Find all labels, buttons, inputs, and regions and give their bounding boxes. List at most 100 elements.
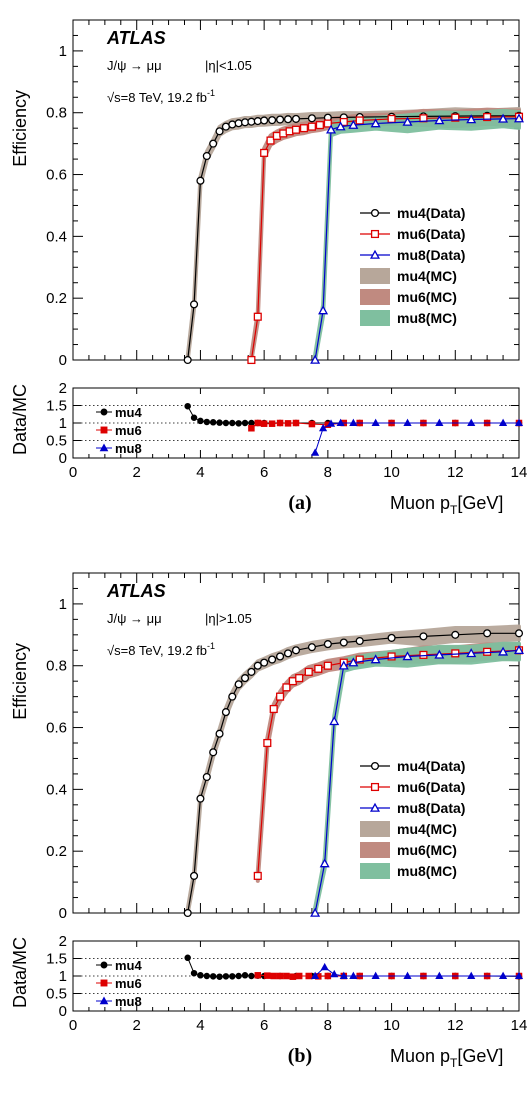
eta-cut-label: |η|>1.05 xyxy=(205,611,252,626)
ratio-point xyxy=(248,972,255,980)
series-mu4-data xyxy=(183,629,524,918)
ratio-point xyxy=(336,418,345,427)
experiment-label: ATLAS xyxy=(106,581,166,601)
x-axis-title-sub: T xyxy=(450,503,458,517)
ratio-point xyxy=(197,972,204,979)
ratio-legend-marker xyxy=(100,426,108,434)
energy-text: √s=8 TeV, 19.2 fb xyxy=(107,643,207,658)
data-point xyxy=(253,871,262,880)
data-point xyxy=(234,119,243,128)
efficiency-panel-b: 00.20.40.60.810 2 4 6 8 10 12 14EfficiencyData/… xyxy=(10,572,527,1070)
data-point xyxy=(183,908,192,918)
mc-band-mu8-mc xyxy=(313,641,521,915)
data-point xyxy=(370,654,381,664)
ratio-point xyxy=(209,419,217,426)
energy-superscript: -1 xyxy=(207,88,215,98)
x-tick-label: 8 xyxy=(324,1017,332,1034)
ratio-point xyxy=(467,971,476,980)
data-point xyxy=(310,907,321,917)
efficiency-panel-a: 00.20.40.60.810 2 4 6 8 10 12 14EfficiencyData/… xyxy=(10,19,527,517)
x-tick-label: 6 xyxy=(260,464,268,481)
ratio-y-tick-label: 0 xyxy=(59,1003,67,1020)
data-point xyxy=(498,646,509,656)
panel-label: (b) xyxy=(288,1045,312,1067)
y-tick-label: 0 xyxy=(59,905,67,922)
panel-label: (a) xyxy=(288,492,311,514)
energy-label: √s=8 TeV, 19.2 fb-1 xyxy=(107,88,215,105)
ratio-point xyxy=(203,418,211,426)
data-point xyxy=(387,652,396,661)
data-point xyxy=(387,114,396,123)
ratio-point xyxy=(349,418,358,427)
data-point xyxy=(276,115,285,124)
energy-label: √s=8 TeV, 19.2 fb-1 xyxy=(107,641,215,658)
legend-label: mu8(Data) xyxy=(397,247,465,263)
data-point xyxy=(329,716,340,726)
ratio-point xyxy=(326,419,336,427)
data-point xyxy=(355,636,364,646)
legend-marker xyxy=(369,802,381,812)
legend-marker xyxy=(370,782,380,792)
ratio-legend-marker xyxy=(99,996,109,1005)
ratio-point xyxy=(514,418,524,427)
ratio-point xyxy=(289,973,297,980)
legend-label: mu6(MC) xyxy=(397,289,457,305)
ratio-y-tick-label: 2 xyxy=(59,380,67,397)
ratio-point xyxy=(295,972,303,980)
data-point xyxy=(514,629,524,638)
legend-band-swatch xyxy=(360,289,390,305)
data-point xyxy=(304,667,313,676)
data-point xyxy=(283,649,293,658)
ratio-point xyxy=(498,418,508,427)
ratio-point xyxy=(403,971,412,980)
data-point xyxy=(466,648,477,658)
data-point xyxy=(402,651,413,661)
legend-label: mu8(Data) xyxy=(397,800,465,816)
ratio-point xyxy=(203,972,211,980)
mc-band-mu4-mc xyxy=(185,107,521,362)
ratio-point xyxy=(276,419,284,427)
experiment-label: ATLAS xyxy=(106,28,166,48)
data-point xyxy=(282,683,291,692)
data-point xyxy=(190,300,199,309)
data-point xyxy=(323,661,332,670)
ratio-legend-label: mu4 xyxy=(115,958,143,973)
legend-label: mu4(Data) xyxy=(397,758,465,774)
ratio-point xyxy=(339,971,348,980)
data-point xyxy=(483,647,492,656)
data-point xyxy=(202,772,211,782)
data-point xyxy=(335,121,346,131)
ratio-legend-label: mu4 xyxy=(115,405,143,420)
ratio-series-mu8 xyxy=(311,962,524,980)
ratio-point xyxy=(276,972,284,980)
y-tick-label: 0.4 xyxy=(46,781,67,798)
data-point xyxy=(348,657,359,667)
data-point xyxy=(323,640,332,649)
y-tick-label: 0.8 xyxy=(46,105,67,122)
ratio-series-line xyxy=(314,422,519,453)
legend-label: mu8(MC) xyxy=(397,310,457,326)
data-point xyxy=(291,646,301,655)
y-axis-title: Efficiency xyxy=(10,90,30,167)
data-point xyxy=(215,729,224,738)
ratio-point xyxy=(435,418,444,427)
data-point xyxy=(260,116,269,125)
ratio-point xyxy=(324,972,332,980)
ratio-legend-marker xyxy=(100,961,108,969)
data-point xyxy=(209,748,218,757)
data-point xyxy=(283,115,293,124)
data-point xyxy=(228,692,237,701)
data-point xyxy=(196,176,205,185)
data-point xyxy=(228,120,237,129)
ratio-point xyxy=(498,971,508,980)
data-point xyxy=(315,121,324,130)
data-point xyxy=(314,664,323,673)
data-point xyxy=(268,655,277,664)
data-point xyxy=(370,118,381,128)
data-point xyxy=(263,738,272,748)
ratio-point xyxy=(435,971,444,980)
ratio-point xyxy=(311,448,320,456)
ratio-point xyxy=(311,971,320,980)
ratio-legend-label: mu6 xyxy=(115,976,142,991)
